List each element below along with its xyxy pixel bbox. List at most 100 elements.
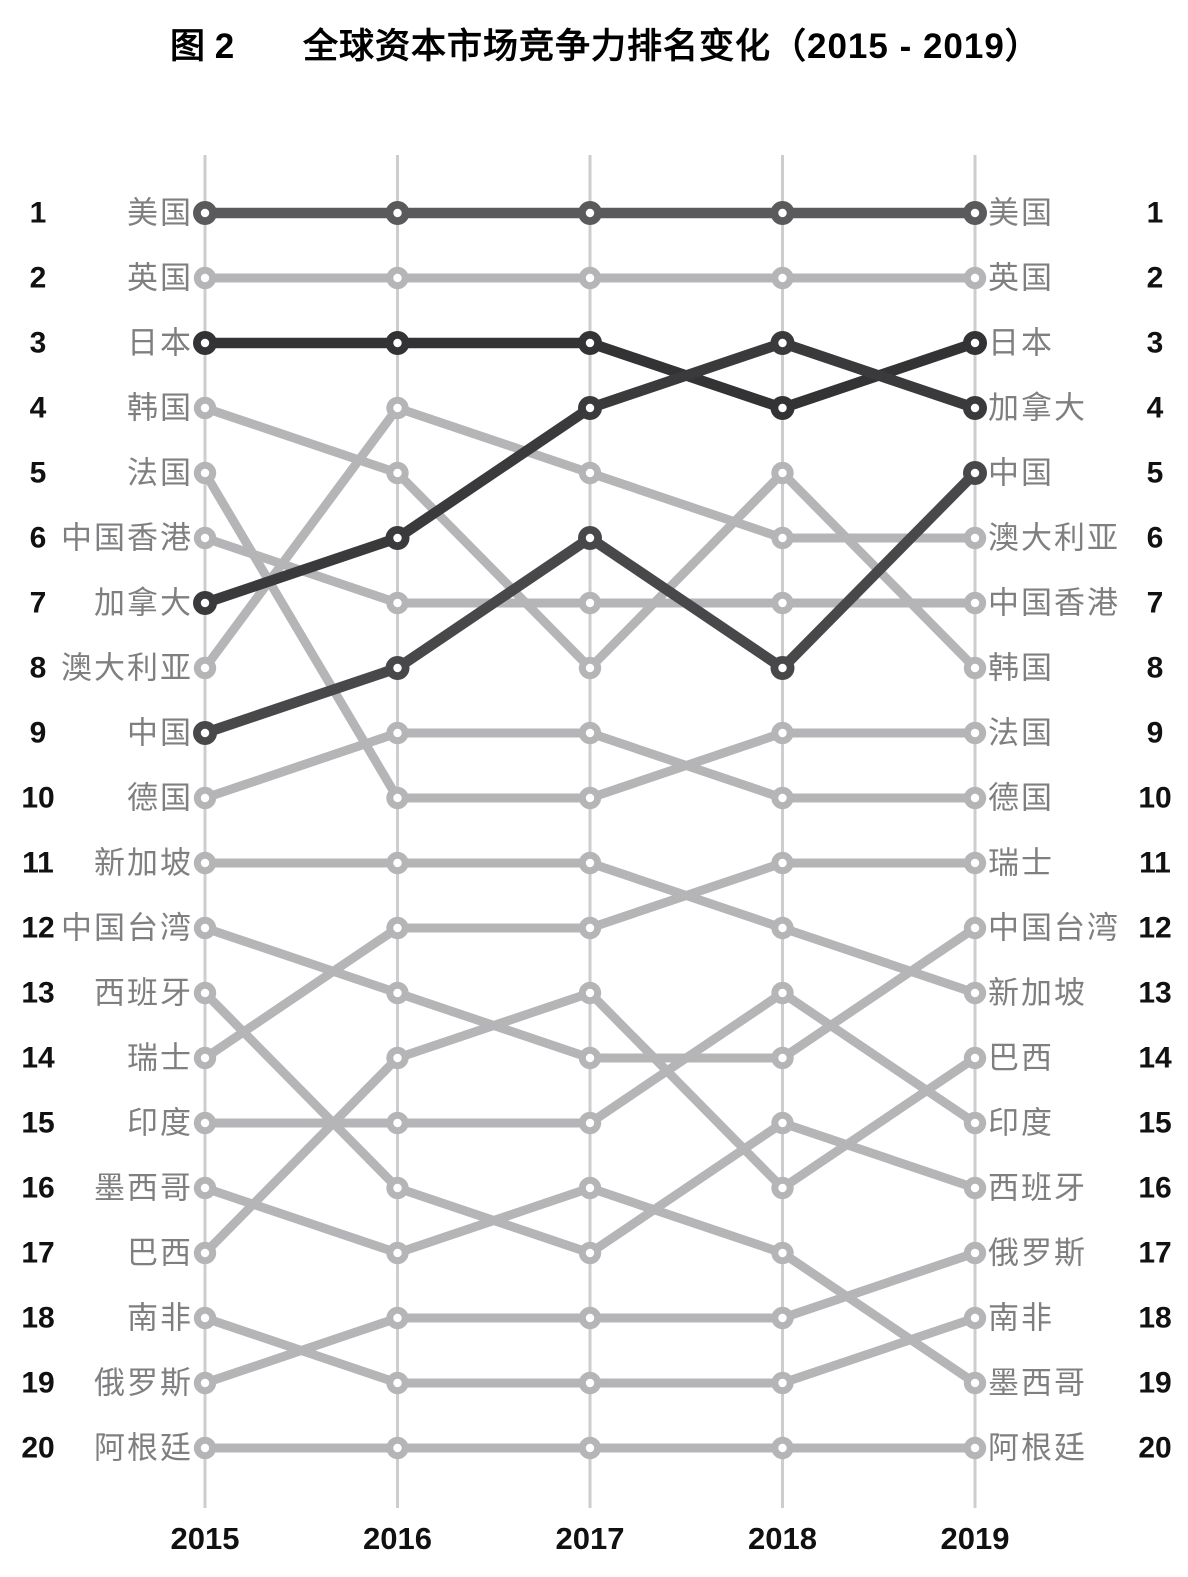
rank-number-left-1: 1 [30,197,47,230]
dot-hole-australia-2015 [200,663,210,673]
dot-hole-south-africa-2015 [200,1313,210,1323]
dot-hole-south-africa-2019 [970,1313,980,1323]
year-label-2017: 2017 [556,1521,625,1556]
dot-hole-japan-2019 [970,338,980,348]
dot-hole-taiwan-2016 [393,988,402,998]
dot-hole-brazil-2018 [778,1183,787,1193]
rank-number-left-3: 3 [30,327,47,360]
dot-hole-mexico-2017 [585,1183,595,1193]
rank-number-left-13: 13 [21,977,54,1010]
dot-hole-usa-2019 [970,208,980,218]
label-left-canada: 加拿大 [94,586,193,621]
label-right-india: 印度 [988,1106,1054,1141]
title-text: 全球资本市场竞争力排名变化（2015 - 2019） [303,27,1041,66]
dot-hole-france-2017 [585,793,595,803]
dot-hole-mexico-2019 [970,1378,980,1388]
dot-hole-uk-2019 [970,273,980,283]
dot-hole-switzerland-2017 [585,923,595,933]
rank-number-left-2: 2 [30,262,47,295]
rank-number-left-12: 12 [21,912,54,945]
dot-hole-singapore-2016 [393,858,402,868]
label-right-singapore: 新加坡 [988,976,1087,1011]
dot-hole-spain-2017 [585,1248,595,1258]
dot-hole-taiwan-2015 [200,923,210,933]
label-left-south-africa: 南非 [127,1301,193,1336]
year-label-2016: 2016 [363,1521,432,1556]
dot-hole-uk-2017 [585,273,595,283]
dot-hole-south-africa-2018 [778,1378,787,1388]
dot-hole-usa-2017 [585,208,595,218]
rank-number-left-15: 15 [21,1107,54,1140]
label-right-japan: 日本 [988,326,1054,361]
rank-number-left-19: 19 [21,1367,54,1400]
label-right-brazil: 巴西 [988,1041,1054,1076]
dot-hole-australia-2018 [778,533,787,543]
dot-hole-hong-kong-2018 [778,598,787,608]
dot-hole-korea-2018 [778,468,787,478]
dot-hole-hong-kong-2019 [970,598,980,608]
label-left-germany: 德国 [127,781,193,816]
rank-number-left-6: 6 [30,522,47,555]
dot-hole-uk-2016 [393,273,402,283]
rank-number-right-3: 3 [1147,327,1164,360]
dot-hole-russia-2016 [393,1313,402,1323]
dot-hole-taiwan-2017 [585,1053,595,1063]
rank-number-right-15: 15 [1138,1107,1171,1140]
rank-number-left-5: 5 [30,457,47,490]
dot-hole-argentina-2016 [393,1443,402,1453]
year-label-2019: 2019 [941,1521,1010,1556]
dot-hole-india-2017 [585,1118,595,1128]
label-right-usa: 美国 [988,196,1054,231]
dot-hole-taiwan-2019 [970,923,980,933]
dot-hole-switzerland-2016 [393,923,402,933]
dot-hole-russia-2019 [970,1248,980,1258]
dot-hole-korea-2017 [585,663,595,673]
dot-hole-germany-2018 [778,793,787,803]
dot-hole-france-2019 [970,728,980,738]
rank-number-right-2: 2 [1147,262,1164,295]
dot-hole-korea-2016 [393,468,402,478]
dot-hole-france-2018 [778,728,787,738]
dot-hole-spain-2018 [778,1118,787,1128]
label-right-argentina: 阿根廷 [988,1431,1087,1466]
dot-hole-australia-2016 [393,403,402,413]
rank-number-right-6: 6 [1147,522,1164,555]
dot-hole-russia-2017 [585,1313,595,1323]
label-left-switzerland: 瑞士 [127,1041,193,1076]
dot-hole-australia-2017 [585,468,595,478]
rank-number-right-18: 18 [1138,1302,1171,1335]
label-right-spain: 西班牙 [988,1171,1087,1206]
dot-hole-japan-2016 [393,338,402,348]
rank-number-right-17: 17 [1138,1237,1171,1270]
label-right-germany: 德国 [988,781,1054,816]
dot-hole-japan-2017 [585,338,595,348]
label-right-china: 中国 [988,456,1054,491]
dot-hole-japan-2018 [778,403,787,413]
dot-hole-brazil-2015 [200,1248,210,1258]
dot-hole-france-2015 [200,468,210,478]
dot-hole-mexico-2015 [200,1183,210,1193]
dot-hole-india-2018 [778,988,787,998]
rank-number-right-16: 16 [1138,1172,1171,1205]
label-left-mexico: 墨西哥 [94,1171,193,1206]
dot-hole-spain-2016 [393,1183,402,1193]
dot-hole-brazil-2019 [970,1053,980,1063]
year-label-2015: 2015 [171,1521,240,1556]
label-right-korea: 韩国 [988,651,1054,686]
rank-number-right-8: 8 [1147,652,1164,685]
label-right-france: 法国 [988,716,1054,751]
label-right-switzerland: 瑞士 [988,846,1054,881]
dot-hole-germany-2017 [585,728,595,738]
dot-hole-singapore-2018 [778,923,787,933]
dot-hole-china-2015 [200,728,210,738]
label-left-india: 印度 [127,1106,193,1141]
dot-hole-hong-kong-2017 [585,598,595,608]
dot-hole-switzerland-2019 [970,858,980,868]
dot-hole-argentina-2017 [585,1443,595,1453]
rank-number-right-5: 5 [1147,457,1164,490]
dot-hole-korea-2019 [970,663,980,673]
dot-hole-switzerland-2015 [200,1053,210,1063]
dot-hole-brazil-2017 [585,988,595,998]
dot-hole-mexico-2018 [778,1248,787,1258]
